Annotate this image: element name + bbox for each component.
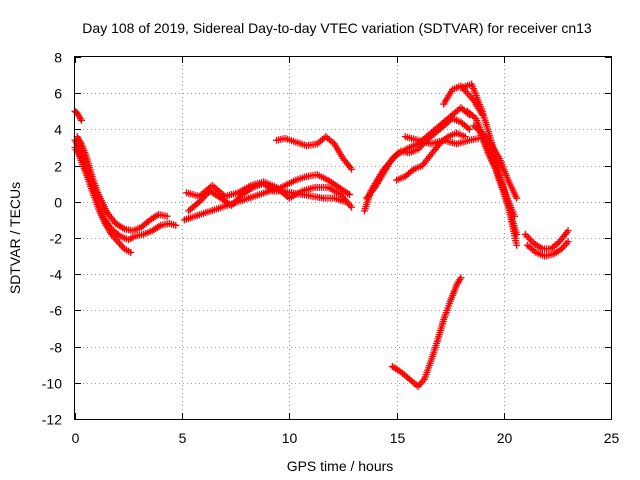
data-point	[172, 221, 180, 229]
data-point	[348, 165, 356, 173]
x-tick-label: 25	[604, 430, 620, 446]
data-point	[465, 125, 473, 133]
data-point	[513, 194, 521, 202]
y-tick-label: -4	[50, 267, 63, 283]
data-point	[77, 116, 85, 124]
data-point	[564, 238, 572, 246]
y-axis-label: SDTVAR / TECUs	[7, 182, 23, 294]
series-s	[523, 238, 572, 260]
y-tick-label: -2	[50, 231, 63, 247]
data-point	[513, 241, 521, 249]
y-tick-label: -8	[50, 340, 63, 356]
data-point	[228, 201, 236, 209]
y-tick-label: 0	[54, 195, 62, 211]
y-tick-label: 2	[54, 159, 62, 175]
data-point	[163, 212, 171, 220]
y-tick-label: 6	[54, 86, 62, 102]
x-tick-label: 20	[497, 430, 513, 446]
data-point	[197, 196, 205, 204]
series-j	[363, 115, 473, 202]
data-point	[127, 248, 135, 256]
data-point	[234, 195, 242, 203]
x-tick-label: 15	[390, 430, 406, 446]
series-h	[273, 133, 356, 173]
x-tick-label: 10	[282, 430, 298, 446]
data-point	[511, 212, 519, 220]
axis-ticks: 0 5 10 15 20 25 -12 -10 -8 -6 -4 -2 0 2 4 6 8	[42, 50, 620, 447]
series-g	[185, 171, 353, 215]
series-b	[71, 144, 135, 256]
plot-frame	[74, 56, 612, 420]
x-tick-label: 0	[72, 430, 80, 446]
y-tick-label: -6	[50, 303, 63, 319]
series-l	[401, 133, 482, 148]
data-point	[198, 195, 206, 203]
series-r	[521, 227, 572, 253]
data-point	[229, 200, 237, 208]
data-point	[195, 198, 203, 206]
series-d	[71, 107, 85, 124]
data-point	[564, 227, 572, 235]
data-point	[457, 274, 465, 282]
x-tick-label: 5	[179, 430, 187, 446]
series-q	[476, 129, 519, 220]
data-point	[232, 197, 240, 205]
y-tick-label: 8	[54, 50, 62, 66]
data-point	[203, 190, 211, 198]
data-point	[201, 192, 209, 200]
y-tick-label: -10	[42, 376, 62, 392]
y-tick-label: 4	[54, 122, 62, 138]
data-point	[235, 194, 243, 202]
data-marks	[71, 80, 572, 390]
data-point	[513, 230, 521, 238]
data-point	[348, 203, 356, 211]
chart-title: Day 108 of 2019, Sidereal Day-to-day VTE…	[82, 20, 592, 36]
data-point	[231, 198, 239, 206]
series-c	[73, 133, 171, 235]
data-point	[345, 191, 353, 199]
y-tick-label: -12	[42, 412, 62, 428]
data-point	[200, 193, 208, 201]
series-t	[388, 274, 465, 390]
x-axis-label: GPS time / hours	[287, 458, 394, 474]
